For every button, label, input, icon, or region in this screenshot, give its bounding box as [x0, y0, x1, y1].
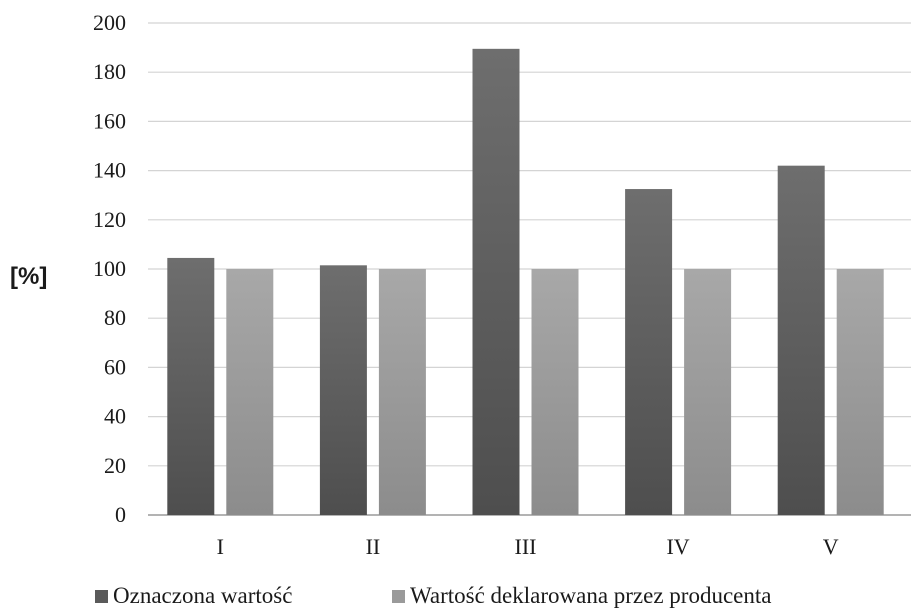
y-axis-label: [%] — [10, 263, 47, 290]
x-tick-label: V — [823, 534, 839, 559]
bar-declared — [531, 269, 579, 515]
x-tick-label: III — [515, 534, 537, 559]
bar-declared — [836, 269, 884, 515]
y-tick-label: 100 — [93, 256, 126, 281]
bar-measured — [777, 165, 825, 515]
y-tick-label: 40 — [104, 404, 126, 429]
legend-item-series-1: Oznaczona wartość — [95, 583, 292, 609]
y-tick-label: 60 — [104, 354, 126, 379]
x-tick-label: IV — [666, 534, 689, 559]
legend-label: Wartość deklarowana przez producenta — [410, 583, 772, 608]
bar-measured — [472, 48, 520, 516]
bar-measured — [167, 257, 215, 515]
y-tick-label: 180 — [93, 59, 126, 84]
x-tick-label: I — [217, 534, 224, 559]
x-tick-label: II — [366, 534, 381, 559]
y-tick-label: 160 — [93, 108, 126, 133]
y-tick-label: 140 — [93, 158, 126, 183]
gridlines — [148, 22, 911, 516]
y-tick-label: 0 — [115, 502, 126, 527]
bar-declared — [226, 269, 274, 515]
legend-item-series-2: Wartość deklarowana przez producenta — [392, 583, 772, 609]
bars — [167, 48, 884, 516]
x-axis: I II III IV V — [217, 534, 839, 559]
y-tick-label: 200 — [93, 10, 126, 35]
y-tick-label: 80 — [104, 305, 126, 330]
legend: Oznaczona wartość Wartość deklarowana pr… — [0, 583, 911, 613]
bar-declared — [684, 269, 732, 515]
y-axis: 0 20 40 60 80 100 120 140 160 180 200 — [93, 10, 126, 527]
legend-swatch — [95, 589, 108, 603]
bar-measured — [625, 189, 673, 516]
legend-label: Oznaczona wartość — [113, 583, 293, 608]
bar-measured — [319, 265, 367, 515]
legend-swatch — [392, 589, 405, 603]
y-tick-label: 20 — [104, 453, 126, 478]
bar-declared — [378, 269, 426, 515]
y-tick-label: 120 — [93, 207, 126, 232]
